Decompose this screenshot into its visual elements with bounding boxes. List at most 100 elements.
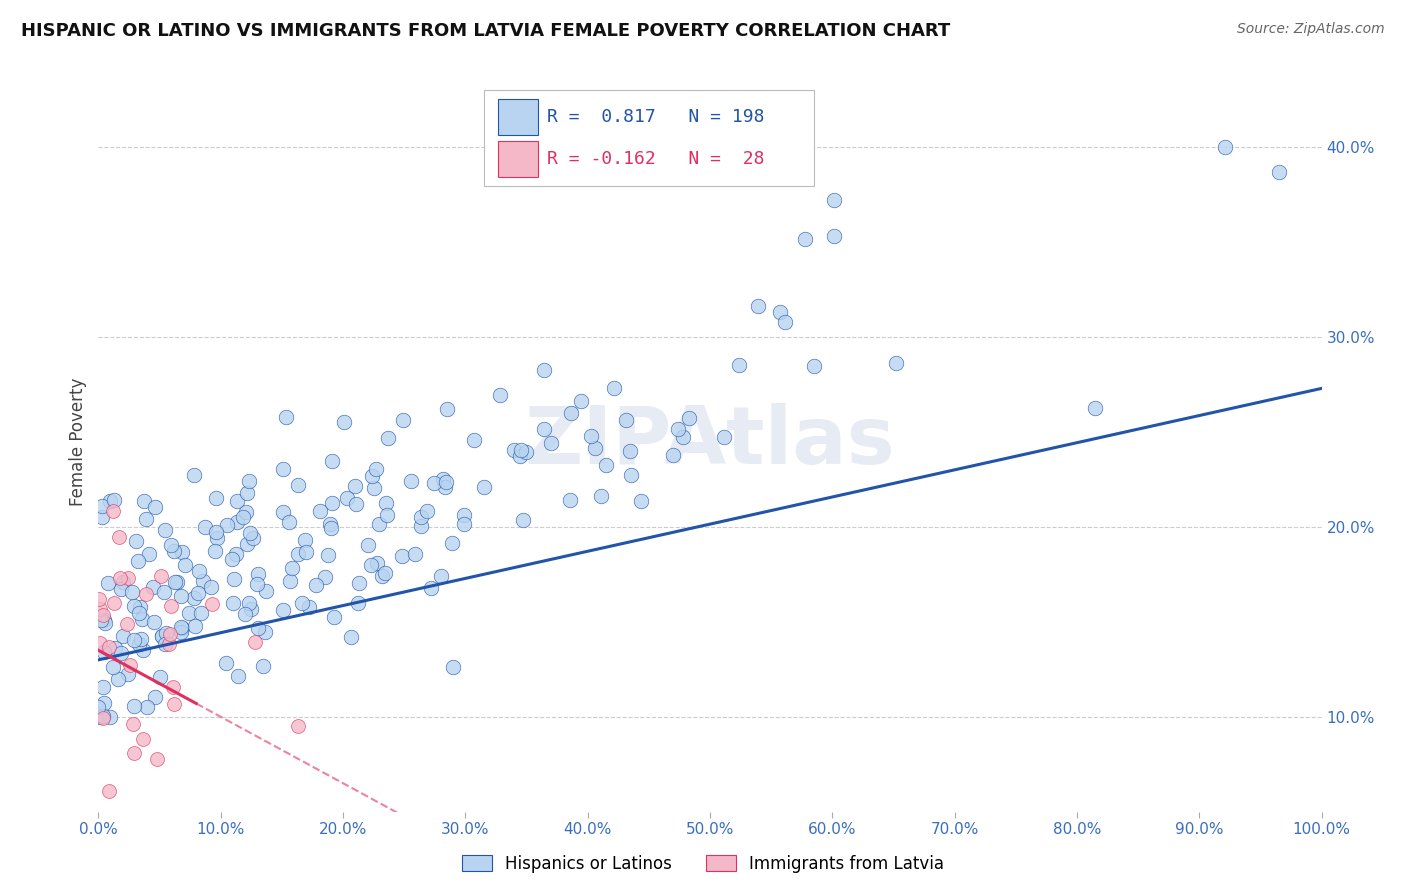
Point xyxy=(619,444,641,458)
Point xyxy=(375,508,398,522)
Point xyxy=(247,621,270,635)
Point xyxy=(803,359,825,374)
Point xyxy=(404,547,426,561)
Point xyxy=(298,600,321,615)
Point xyxy=(125,533,148,548)
Point xyxy=(159,538,181,552)
Point xyxy=(174,558,197,573)
Point xyxy=(98,494,121,508)
Point xyxy=(89,710,111,724)
Point xyxy=(200,580,222,594)
Point xyxy=(191,574,214,588)
Point xyxy=(142,580,165,594)
Point xyxy=(409,518,432,533)
Point xyxy=(409,509,432,524)
Point xyxy=(91,608,114,623)
Point xyxy=(121,585,143,599)
Point xyxy=(221,552,243,566)
Point xyxy=(232,510,254,524)
Point xyxy=(540,436,562,450)
Point xyxy=(319,516,342,531)
Point xyxy=(773,316,796,330)
Point xyxy=(143,690,166,705)
Point xyxy=(149,670,172,684)
Point xyxy=(377,431,399,445)
Point xyxy=(273,603,295,617)
Point xyxy=(252,659,274,673)
Point xyxy=(152,628,174,642)
Point xyxy=(170,620,193,634)
Point xyxy=(271,505,294,519)
Point xyxy=(172,545,194,559)
Point xyxy=(463,434,485,448)
Point xyxy=(93,645,115,659)
Point xyxy=(368,517,391,532)
Point xyxy=(90,510,112,524)
Point xyxy=(489,388,512,402)
Point xyxy=(287,719,309,733)
Point xyxy=(291,596,314,610)
Point xyxy=(127,554,149,568)
Point xyxy=(107,531,129,545)
Point xyxy=(278,515,301,529)
Point xyxy=(274,410,297,425)
Point xyxy=(238,596,260,610)
Point xyxy=(155,523,177,537)
Point xyxy=(434,480,457,494)
Point xyxy=(97,576,120,591)
Point xyxy=(360,469,382,483)
Point xyxy=(159,626,181,640)
Point xyxy=(319,521,342,535)
Point xyxy=(226,669,249,683)
Point xyxy=(226,494,249,508)
Point xyxy=(503,443,526,458)
FancyBboxPatch shape xyxy=(484,90,814,186)
Point xyxy=(112,575,135,590)
Point xyxy=(143,615,166,630)
Point xyxy=(235,505,257,519)
Point xyxy=(316,548,339,562)
Point xyxy=(146,751,169,765)
Point xyxy=(823,193,845,207)
Point xyxy=(432,472,454,486)
Point xyxy=(128,606,150,620)
Point xyxy=(87,592,110,607)
Point xyxy=(152,629,174,643)
Point xyxy=(243,634,266,648)
Point xyxy=(322,610,344,624)
Point xyxy=(533,362,555,376)
Point xyxy=(579,429,602,443)
Point xyxy=(321,454,343,468)
Point xyxy=(239,526,262,541)
Point xyxy=(98,784,121,798)
Point xyxy=(304,578,326,592)
Point xyxy=(366,462,388,476)
Point xyxy=(560,406,582,420)
Point xyxy=(117,666,139,681)
Point xyxy=(271,461,294,475)
Point xyxy=(122,632,145,647)
Point xyxy=(187,586,209,600)
Point xyxy=(436,475,458,490)
Point xyxy=(87,700,110,714)
Point xyxy=(595,458,617,472)
Point xyxy=(349,575,371,590)
Point xyxy=(103,504,125,518)
Point xyxy=(441,660,464,674)
Point xyxy=(294,533,316,548)
Point xyxy=(794,232,817,246)
Point xyxy=(347,596,370,610)
Point xyxy=(370,569,392,583)
Point xyxy=(415,504,437,518)
Point xyxy=(314,570,336,584)
Point xyxy=(401,474,423,488)
Point xyxy=(117,571,139,585)
Point xyxy=(238,474,260,488)
Point xyxy=(453,517,475,532)
Point xyxy=(769,305,792,319)
Point xyxy=(201,597,224,611)
Point xyxy=(128,637,150,651)
Point xyxy=(122,599,145,614)
Point xyxy=(321,496,343,510)
Point xyxy=(215,518,238,533)
